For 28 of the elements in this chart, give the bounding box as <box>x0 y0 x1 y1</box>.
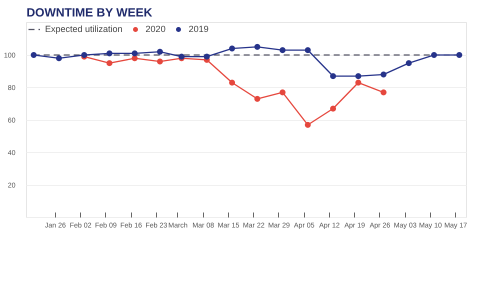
point <box>330 73 336 80</box>
point <box>355 73 362 80</box>
point <box>106 60 112 66</box>
point <box>56 55 62 62</box>
point <box>406 60 412 66</box>
point <box>254 96 260 102</box>
point <box>229 46 236 52</box>
chart-title: DOWNTIME BY WEEK <box>26 6 153 20</box>
point <box>304 122 311 128</box>
point <box>254 44 260 50</box>
point <box>380 72 387 78</box>
point <box>280 89 286 96</box>
point <box>156 58 163 64</box>
point <box>355 80 362 86</box>
point <box>431 52 438 58</box>
point <box>106 50 112 56</box>
point <box>456 52 462 58</box>
legend-label: 2020 <box>146 24 166 34</box>
point <box>330 106 336 112</box>
point <box>132 50 138 56</box>
point <box>30 52 37 58</box>
point <box>304 47 311 54</box>
point <box>229 80 236 86</box>
point <box>380 89 387 96</box>
legend-label: Expected utilization <box>45 24 123 34</box>
legend-label: 2019 <box>188 24 209 34</box>
point <box>280 47 286 54</box>
point <box>156 48 163 55</box>
